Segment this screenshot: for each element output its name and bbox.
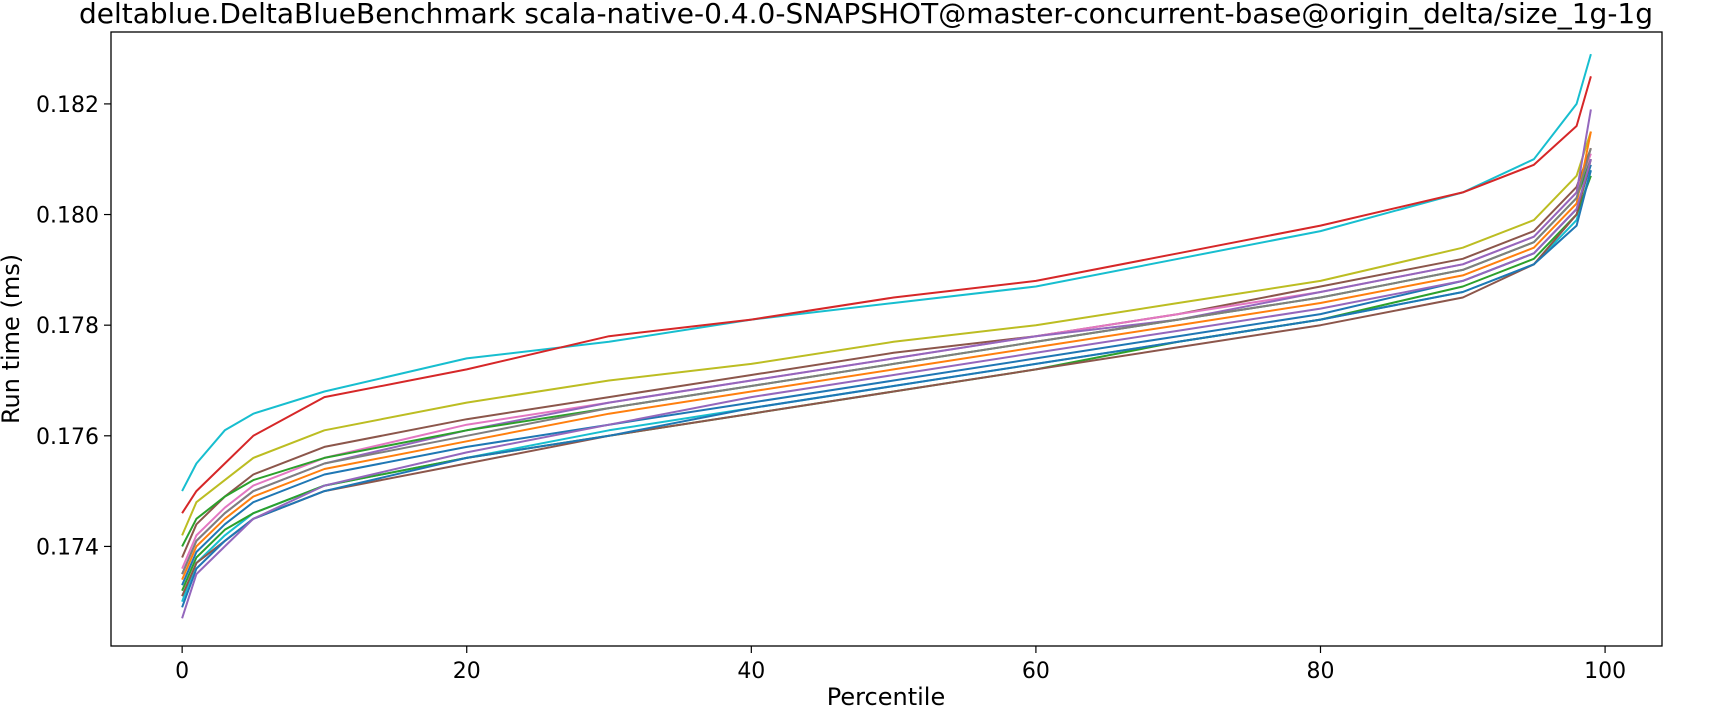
series-line-7 (181, 158, 1592, 547)
x-tick-label: 100 (1584, 659, 1626, 684)
y-tick-label: 0.174 (36, 535, 99, 560)
y-tick-label: 0.180 (36, 204, 99, 229)
y-axis-label: Run time (ms) (0, 254, 25, 424)
chart-title: deltablue.DeltaBlueBenchmark scala-nativ… (79, 0, 1653, 30)
x-axis-label: Percentile (827, 683, 945, 710)
series-line-2 (181, 76, 1592, 514)
plot-frame (110, 31, 1663, 647)
y-tick-label: 0.182 (36, 93, 99, 118)
series-line-11 (181, 170, 1592, 603)
x-axis: 0 20 40 60 80 100 (175, 646, 1626, 684)
series-line-1 (181, 53, 1592, 492)
x-tick-label: 20 (453, 659, 481, 684)
series-line-15 (181, 158, 1592, 619)
x-tick-label: 40 (737, 659, 765, 684)
series-layer (181, 53, 1592, 619)
series-line-3 (181, 131, 1592, 536)
series-line-9 (181, 147, 1592, 575)
series-line-4 (181, 147, 1592, 558)
x-tick-label: 80 (1306, 659, 1334, 684)
series-line-8 (181, 131, 1592, 580)
y-tick-label: 0.176 (36, 425, 99, 450)
series-line-6 (181, 109, 1592, 575)
y-axis: 0.174 0.176 0.178 0.180 0.182 (36, 93, 111, 560)
series-line-14 (181, 170, 1592, 608)
x-tick-label: 60 (1022, 659, 1050, 684)
y-tick-label: 0.178 (36, 314, 99, 339)
series-line-13 (181, 158, 1592, 597)
x-tick-label: 0 (175, 659, 189, 684)
